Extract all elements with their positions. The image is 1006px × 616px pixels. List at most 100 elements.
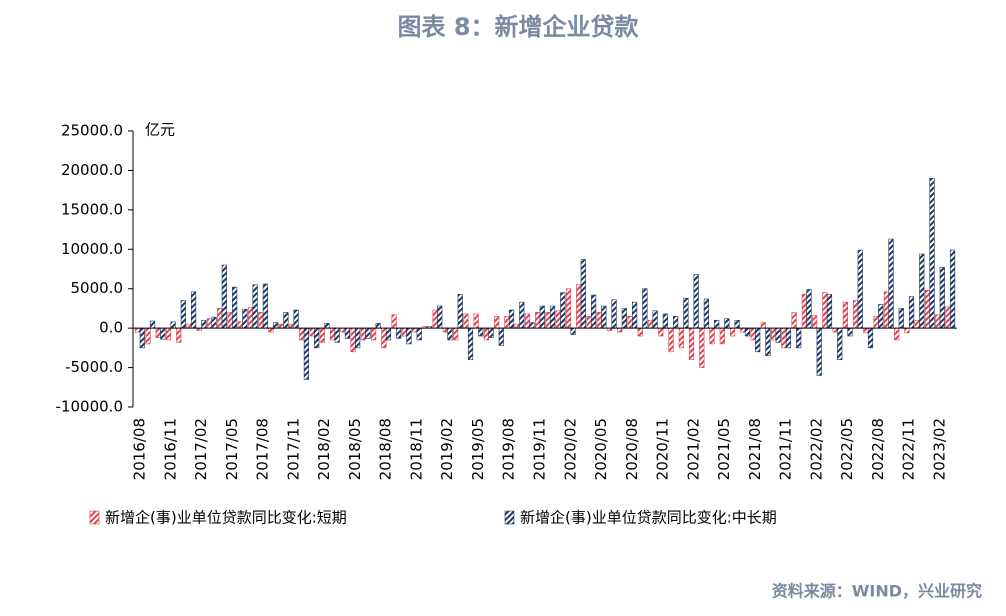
x-tick-label: 2022/08: [869, 418, 887, 480]
bar: [221, 264, 227, 329]
bar: [658, 327, 664, 337]
x-tick-label: 2019/08: [500, 418, 518, 480]
y-tick-label: 20000.0: [61, 161, 123, 179]
bar: [283, 312, 289, 329]
bar: [652, 310, 658, 329]
x-tick-label: 2022/02: [807, 418, 825, 480]
bar: [334, 327, 340, 343]
x-tick-label: 2022/11: [900, 418, 918, 480]
bar: [826, 293, 833, 329]
bar: [837, 327, 843, 360]
y-tick-label: -10000.0: [56, 398, 123, 416]
bar: [878, 304, 884, 329]
x-tick-label: 2019/11: [531, 418, 549, 480]
bar: [929, 178, 935, 329]
bar: [232, 286, 238, 329]
bar: [344, 327, 351, 339]
bar: [822, 292, 828, 329]
x-tick-label: 2017/05: [223, 418, 241, 480]
bar: [673, 316, 679, 329]
bar: [632, 301, 638, 329]
bar: [442, 327, 448, 333]
y-tick-label: -5000.0: [65, 358, 123, 376]
bar: [914, 319, 920, 329]
x-tick-label: 2020/08: [623, 418, 641, 480]
x-tick-label: 2023/02: [931, 418, 949, 480]
x-tick-label: 2019/02: [438, 418, 456, 480]
bar: [237, 321, 243, 329]
bar: [647, 319, 654, 329]
x-tick-label: 2020/05: [592, 418, 610, 480]
bar: [709, 327, 715, 345]
bar: [329, 327, 336, 341]
bar: [483, 327, 490, 341]
bar: [555, 310, 561, 329]
x-tick-label: 2017/11: [284, 418, 302, 480]
bar: [391, 314, 397, 329]
bar: [190, 291, 197, 329]
bar: [139, 327, 145, 349]
bar: [268, 327, 274, 333]
bar: [160, 327, 166, 340]
bar: [381, 327, 387, 349]
bar: [560, 292, 566, 329]
bar: [155, 327, 161, 338]
bar: [750, 327, 756, 341]
bar: [806, 289, 812, 329]
legend-label: 新增企(事)业单位贷款同比变化:短期: [105, 509, 347, 527]
bar: [365, 327, 371, 339]
x-tick-label: 2016/11: [161, 418, 179, 480]
x-tick-label: 2019/05: [469, 418, 487, 480]
bar: [412, 327, 418, 333]
bar: [785, 327, 792, 349]
bar: [801, 293, 807, 329]
chart-title: 图表 8：新增企业贷款: [397, 13, 639, 41]
bar: [863, 327, 869, 334]
x-tick-label: 2018/11: [407, 418, 425, 480]
bar: [678, 327, 684, 349]
bar: [385, 327, 392, 341]
bar: [637, 327, 643, 337]
bar: [939, 267, 945, 329]
bar: [683, 297, 689, 329]
bar: [729, 327, 736, 337]
bar: [904, 327, 910, 334]
bar: [580, 259, 586, 329]
bar: [508, 309, 515, 329]
bar: [360, 327, 366, 341]
bar: [642, 288, 648, 329]
bar: [857, 249, 863, 329]
x-tick-label: 2020/02: [561, 418, 579, 480]
bar: [406, 327, 412, 345]
bar: [324, 323, 330, 329]
bar: [601, 305, 607, 329]
bar: [693, 274, 699, 329]
bar: [755, 327, 761, 353]
bar: [734, 319, 740, 329]
bar: [473, 313, 479, 329]
bar: [596, 312, 602, 329]
bar: [488, 327, 494, 338]
bar: [945, 306, 951, 329]
bar: [617, 327, 623, 333]
bar: [688, 327, 695, 360]
bar: [662, 313, 668, 329]
bar: [719, 327, 725, 345]
bar: [545, 312, 551, 329]
bar: [206, 318, 213, 329]
legend-swatch: [89, 510, 100, 525]
bar: [908, 296, 915, 329]
x-tick-label: 2021/11: [777, 418, 795, 480]
bar: [740, 327, 746, 333]
bar: [437, 305, 443, 329]
bar: [539, 305, 545, 329]
bar: [514, 323, 520, 329]
bar: [416, 327, 422, 341]
legend-swatch: [504, 510, 515, 525]
bar: [796, 327, 802, 349]
bar: [375, 323, 381, 329]
bar: [586, 316, 592, 329]
bar: [180, 300, 186, 329]
bar: [791, 312, 797, 329]
bar: [340, 327, 346, 333]
